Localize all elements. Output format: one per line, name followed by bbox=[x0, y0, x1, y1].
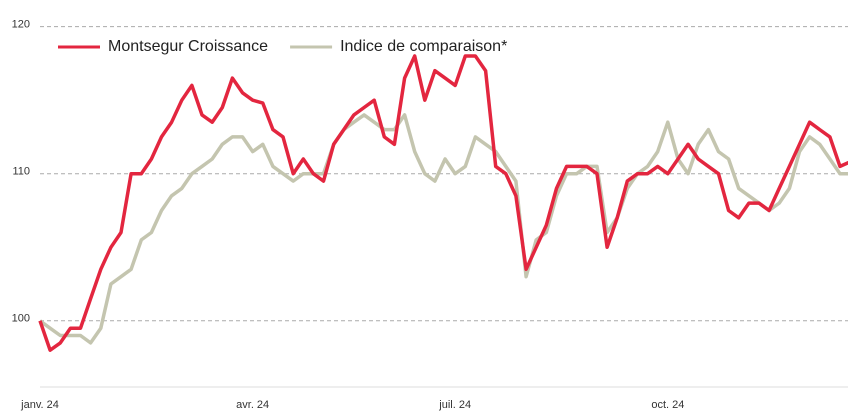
y-tick-label: 120 bbox=[12, 19, 30, 31]
legend-text: Indice de comparaison* bbox=[340, 38, 507, 55]
series-line bbox=[38, 113, 848, 345]
x-tick-label: janv. 24 bbox=[20, 399, 59, 411]
legend-item: Montsegur Croissance bbox=[58, 38, 268, 55]
legend-text: Montsegur Croissance bbox=[108, 38, 268, 55]
x-tick-label: avr. 24 bbox=[236, 399, 269, 411]
legend-item: Indice de comparaison* bbox=[290, 38, 507, 55]
y-tick-label: 110 bbox=[12, 166, 30, 178]
series-line bbox=[38, 54, 848, 352]
x-tick-label: oct. 24 bbox=[651, 399, 684, 411]
y-tick-label: 100 bbox=[12, 313, 30, 325]
x-tick-label: juil. 24 bbox=[438, 399, 471, 411]
